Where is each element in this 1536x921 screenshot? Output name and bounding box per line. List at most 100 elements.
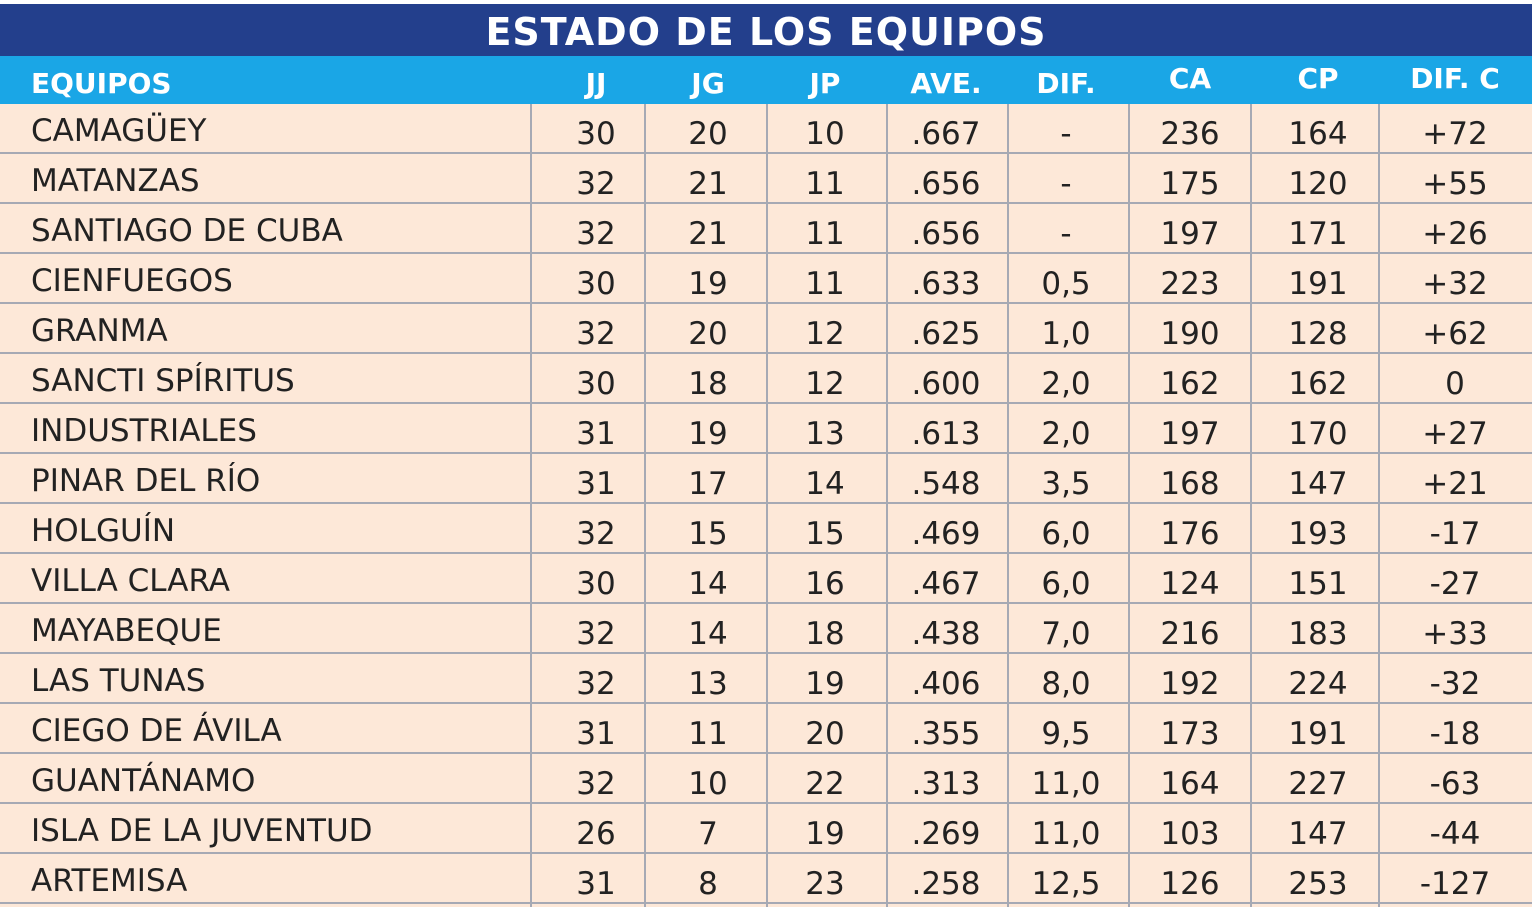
run-difference-cell: -17 <box>1429 516 1481 552</box>
column-divider <box>886 104 888 907</box>
games-played-cell: 30 <box>576 116 616 152</box>
column-divider <box>766 104 768 907</box>
games-lost-cell: 18 <box>805 616 845 652</box>
runs-scored-cell: 197 <box>1160 216 1220 252</box>
average-cell: .269 <box>911 816 981 852</box>
run-difference-cell: +21 <box>1422 466 1488 502</box>
games-won-cell: 21 <box>688 166 728 202</box>
average-cell: .313 <box>911 766 981 802</box>
team-name-cell: ISLA DE LA JUVENTUD <box>31 813 373 849</box>
runs-allowed-cell: 183 <box>1288 616 1348 652</box>
average-cell: .600 <box>911 366 981 402</box>
games-won-cell: 7 <box>698 816 718 852</box>
runs-scored-cell: 192 <box>1160 666 1220 702</box>
games-played-cell: 32 <box>576 666 616 702</box>
header-row: EQUIPOS JJ JG JP AVE. DIF. CA CP DIF. C <box>0 56 1532 104</box>
average-cell: .355 <box>911 716 981 752</box>
games-behind-cell: 6,0 <box>1041 566 1091 602</box>
team-name-cell: PINAR DEL RÍO <box>31 463 261 499</box>
games-played-cell: 30 <box>576 266 616 302</box>
games-lost-cell: 19 <box>805 666 845 702</box>
team-name-cell: LAS TUNAS <box>31 663 206 699</box>
runs-scored-cell: 168 <box>1160 466 1220 502</box>
runs-allowed-cell: 224 <box>1288 666 1348 702</box>
run-difference-cell: +62 <box>1422 316 1488 352</box>
games-behind-cell: 2,0 <box>1041 366 1091 402</box>
table-row: VILLA CLARA 30 14 16 .467 6,0 124 151 -27 <box>0 554 1532 604</box>
games-behind-cell: 7,0 <box>1041 616 1091 652</box>
runs-scored-cell: 124 <box>1160 566 1220 602</box>
games-played-cell: 32 <box>576 616 616 652</box>
runs-allowed-cell: 171 <box>1288 216 1348 252</box>
runs-scored-cell: 173 <box>1160 716 1220 752</box>
games-played-cell: 32 <box>576 516 616 552</box>
games-won-cell: 8 <box>698 866 718 902</box>
games-played-cell: 31 <box>576 866 616 902</box>
games-behind-cell: - <box>1060 216 1072 252</box>
column-divider <box>1007 104 1009 907</box>
games-lost-cell: 10 <box>805 116 845 152</box>
games-behind-cell: 2,0 <box>1041 416 1091 452</box>
team-name-cell: CIEGO DE ÁVILA <box>31 713 282 749</box>
runs-allowed-cell: 120 <box>1288 166 1348 202</box>
run-difference-cell: +72 <box>1422 116 1488 152</box>
games-played-cell: 32 <box>576 316 616 352</box>
games-lost-cell: 19 <box>805 816 845 852</box>
header-equipos: EQUIPOS <box>31 67 172 100</box>
games-played-cell: 30 <box>576 566 616 602</box>
games-lost-cell: 20 <box>805 716 845 752</box>
games-lost-cell: 15 <box>805 516 845 552</box>
run-difference-cell: +27 <box>1422 416 1488 452</box>
team-name-cell: CIENFUEGOS <box>31 263 233 299</box>
team-name-cell: INDUSTRIALES <box>31 413 257 449</box>
games-won-cell: 14 <box>688 616 728 652</box>
run-difference-cell: -63 <box>1429 766 1481 802</box>
average-cell: .656 <box>911 166 981 202</box>
games-lost-cell: 22 <box>805 766 845 802</box>
games-behind-cell: 1,0 <box>1041 316 1091 352</box>
games-played-cell: 30 <box>576 366 616 402</box>
run-difference-cell: -127 <box>1419 866 1491 902</box>
runs-allowed-cell: 227 <box>1288 766 1348 802</box>
average-cell: .633 <box>911 266 981 302</box>
average-cell: .625 <box>911 316 981 352</box>
games-behind-cell: 11,0 <box>1031 766 1101 802</box>
table-row: HOLGUÍN 32 15 15 .469 6,0 176 193 -17 <box>0 504 1532 554</box>
runs-allowed-cell: 151 <box>1288 566 1348 602</box>
run-difference-cell: +32 <box>1422 266 1488 302</box>
run-difference-cell: 0 <box>1445 366 1465 402</box>
runs-allowed-cell: 170 <box>1288 416 1348 452</box>
run-difference-cell: -32 <box>1429 666 1481 702</box>
run-difference-cell: -18 <box>1429 716 1481 752</box>
runs-scored-cell: 236 <box>1160 116 1220 152</box>
average-cell: .548 <box>911 466 981 502</box>
games-played-cell: 31 <box>576 416 616 452</box>
games-behind-cell: 6,0 <box>1041 516 1091 552</box>
table-title: ESTADO DE LOS EQUIPOS <box>0 4 1532 56</box>
games-won-cell: 18 <box>688 366 728 402</box>
games-lost-cell: 23 <box>805 866 845 902</box>
team-name-cell: SANTIAGO DE CUBA <box>31 213 343 249</box>
games-played-cell: 32 <box>576 216 616 252</box>
column-divider <box>1128 104 1130 907</box>
runs-scored-cell: 103 <box>1160 816 1220 852</box>
games-behind-cell: - <box>1060 166 1072 202</box>
runs-allowed-cell: 147 <box>1288 466 1348 502</box>
table-row: MATANZAS 32 21 11 .656 - 175 120 +55 <box>0 154 1532 204</box>
games-won-cell: 14 <box>688 566 728 602</box>
table-row: INDUSTRIALES 31 19 13 .613 2,0 197 170 +27 <box>0 404 1532 454</box>
header-jp: JP <box>809 67 841 100</box>
team-name-cell: SANCTI SPÍRITUS <box>31 363 295 399</box>
header-dif: DIF. <box>1036 67 1096 100</box>
column-divider <box>644 104 646 907</box>
games-behind-cell: 8,0 <box>1041 666 1091 702</box>
team-name-cell: CAMAGÜEY <box>31 113 207 149</box>
games-lost-cell: 12 <box>805 316 845 352</box>
run-difference-cell: +55 <box>1422 166 1488 202</box>
games-won-cell: 13 <box>688 666 728 702</box>
run-difference-cell: -27 <box>1429 566 1481 602</box>
games-played-cell: 26 <box>576 816 616 852</box>
run-difference-cell: +26 <box>1422 216 1488 252</box>
games-lost-cell: 14 <box>805 466 845 502</box>
run-difference-cell: -44 <box>1429 816 1481 852</box>
